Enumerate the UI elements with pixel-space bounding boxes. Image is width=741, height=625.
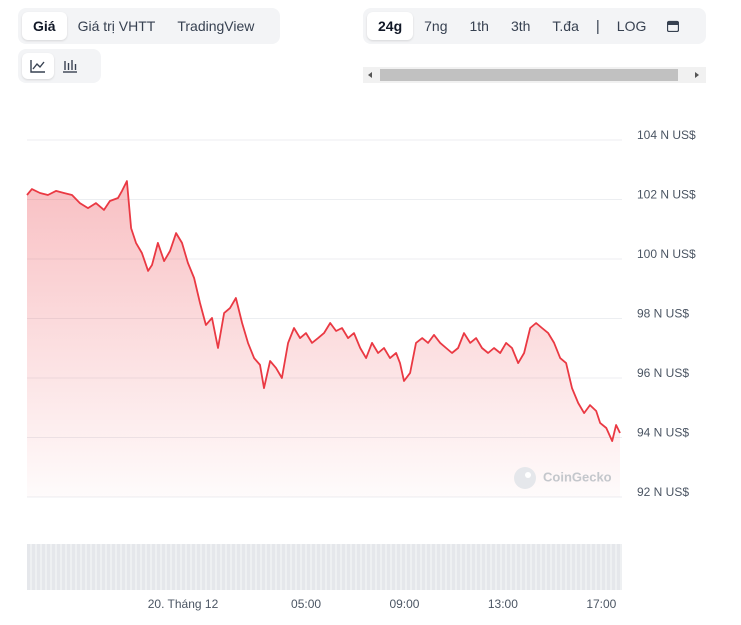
y-tick-label: 104 N US$ [637,128,696,142]
candle-icon [63,60,77,73]
price-tabs: Giá Giá trị VHTT TradingView [18,8,280,44]
volume-area [27,541,622,590]
tab[interactable]: Giá trị VHTT [77,18,156,34]
y-tick-label: 94 N US$ [637,426,689,440]
range-tabs: 24g 7ng 1th 3th T.đa | LOG [363,8,706,44]
tab[interactable]: 24g [367,12,414,40]
x-tick-label: 13:00 [488,597,518,611]
scrollbar-thumb[interactable] [380,69,678,81]
chart-type-tabs [18,49,101,83]
candle-chart-button[interactable] [54,53,86,79]
x-tick-label: 05:00 [291,597,321,611]
y-tick-label: 98 N US$ [637,307,689,321]
x-tick-label: 17:00 [586,597,616,611]
tab[interactable]: Giá [22,12,67,40]
line-icon [30,60,45,73]
log-toggle[interactable]: LOG [616,18,647,34]
tab[interactable]: 1th [469,18,489,34]
tab[interactable]: 7ng [424,18,448,34]
x-tick-label: 20. Tháng 12 [148,597,219,611]
y-tick-label: 96 N US$ [637,366,689,380]
watermark-text: CoinGecko [543,469,612,484]
watermark: CoinGecko [514,467,612,489]
calendar-button[interactable] [657,13,689,39]
price-line [26,180,621,442]
x-tick-label: 09:00 [389,597,419,611]
tab[interactable]: TradingView [177,18,255,34]
tab[interactable]: 3th [510,18,531,34]
y-tick-label: 102 N US$ [637,188,696,202]
scroll-arrows [368,72,699,78]
calendar-icon [667,20,680,32]
y-tick-label: 92 N US$ [637,485,689,499]
area [27,181,620,497]
tab[interactable]: T.đa [552,18,579,34]
y-tick-label: 100 N US$ [637,247,696,261]
scrollbar [363,67,706,83]
line-chart-button[interactable] [22,53,54,79]
separator: | [595,17,600,35]
